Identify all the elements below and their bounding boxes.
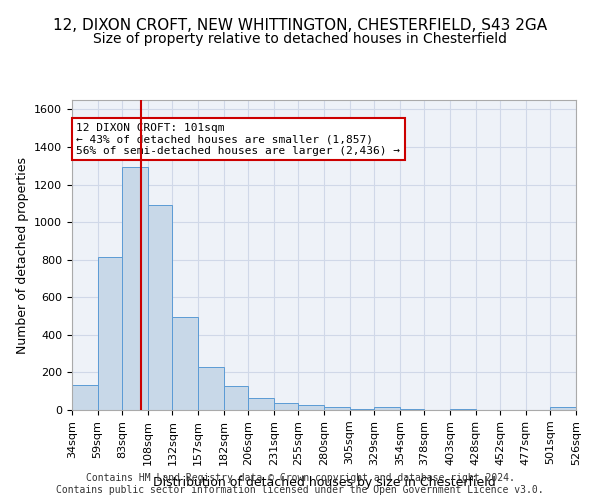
Bar — [274, 403, 298, 410]
Bar — [224, 386, 248, 410]
Bar — [324, 407, 350, 410]
Bar — [148, 205, 172, 410]
Y-axis label: Number of detached properties: Number of detached properties — [16, 156, 29, 354]
Bar — [198, 367, 224, 410]
Bar — [122, 166, 148, 410]
X-axis label: Distribution of detached houses by size in Chesterfield: Distribution of detached houses by size … — [152, 476, 496, 489]
Bar — [450, 409, 476, 410]
Bar — [400, 409, 424, 410]
Bar — [72, 384, 98, 410]
Bar — [374, 407, 400, 410]
Bar — [298, 406, 324, 410]
Bar — [98, 257, 122, 410]
Text: Size of property relative to detached houses in Chesterfield: Size of property relative to detached ho… — [93, 32, 507, 46]
Text: Contains HM Land Registry data © Crown copyright and database right 2024.
Contai: Contains HM Land Registry data © Crown c… — [56, 474, 544, 495]
Bar — [350, 409, 374, 410]
Bar — [550, 407, 576, 410]
Bar — [172, 317, 198, 410]
Text: 12, DIXON CROFT, NEW WHITTINGTON, CHESTERFIELD, S43 2GA: 12, DIXON CROFT, NEW WHITTINGTON, CHESTE… — [53, 18, 547, 32]
Text: 12 DIXON CROFT: 101sqm
← 43% of detached houses are smaller (1,857)
56% of semi-: 12 DIXON CROFT: 101sqm ← 43% of detached… — [76, 122, 400, 156]
Bar — [248, 398, 274, 410]
